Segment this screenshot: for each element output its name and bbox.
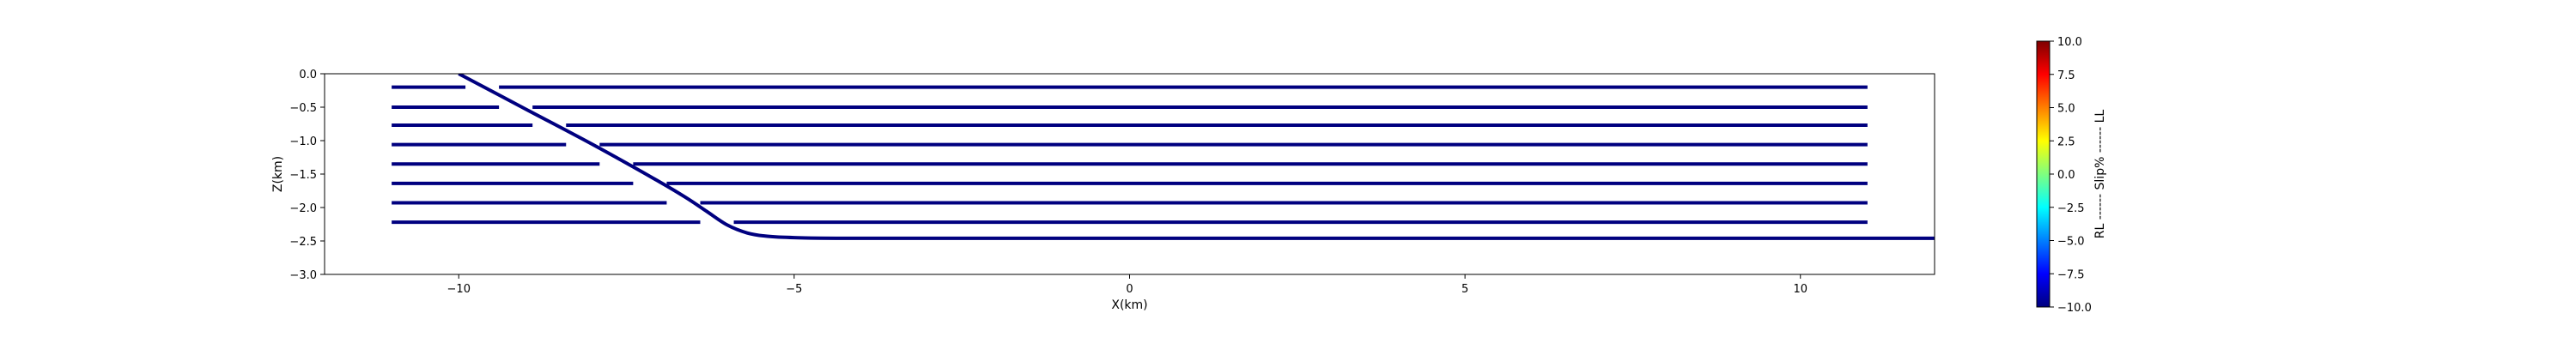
x-tick-label: 0 [1126,283,1133,296]
plot-area: −10 −5 0 5 10 0.0 −0.5 −1.0 −1.5 −2.0 −2.5 −3.0 X(… [271,69,1935,312]
fault-trace-line [458,74,1935,240]
y-tick-label: −0.5 [289,102,317,115]
colorbar-tick-label: −5.0 [2057,236,2085,249]
axes-frame [324,73,1935,275]
data-layer [392,74,1935,240]
y-tick-label: −1.0 [289,135,317,148]
colorbar-tick-label: 2.5 [2057,135,2075,148]
x-tick-label: −10 [447,283,471,296]
y-tick-label: 0.0 [299,69,317,81]
colorbar-ticks: 10.0 7.5 5.0 2.5 0.0 −2.5 −5.0 −7.5 −10.0 [2050,36,2092,315]
colorbar-tick-label: −10.0 [2057,302,2092,315]
x-tick-label: 5 [1461,283,1468,296]
colorbar-tick-label: −7.5 [2057,268,2085,281]
colorbar-tick-label: 0.0 [2057,169,2075,182]
y-axis-label: Z(km) [271,156,285,192]
colorbar-gradient [2036,40,2050,308]
y-tick-label: −2.5 [289,236,317,249]
y-tick-label: −1.5 [289,169,317,182]
x-axis-ticks: −10 −5 0 5 10 [447,274,1807,296]
y-tick-label: −2.0 [289,202,317,215]
colorbar-tick-label: 5.0 [2057,103,2075,116]
x-tick-label: −5 [786,283,802,296]
x-axis-label: X(km) [1111,298,1147,312]
colorbar-tick-label: −2.5 [2057,202,2085,215]
colorbar-label: RL ------ Slip% ------ LL [2093,110,2107,239]
x-tick-label: 10 [1793,283,1807,296]
colorbar: 10.0 7.5 5.0 2.5 0.0 −2.5 −5.0 −7.5 −10.0 RL ---… [2036,36,2107,315]
y-tick-label: −3.0 [289,269,317,282]
colorbar-tick-label: 7.5 [2057,69,2075,82]
colorbar-tick-label: 10.0 [2057,36,2082,49]
y-axis-ticks: 0.0 −0.5 −1.0 −1.5 −2.0 −2.5 −3.0 [289,69,325,282]
